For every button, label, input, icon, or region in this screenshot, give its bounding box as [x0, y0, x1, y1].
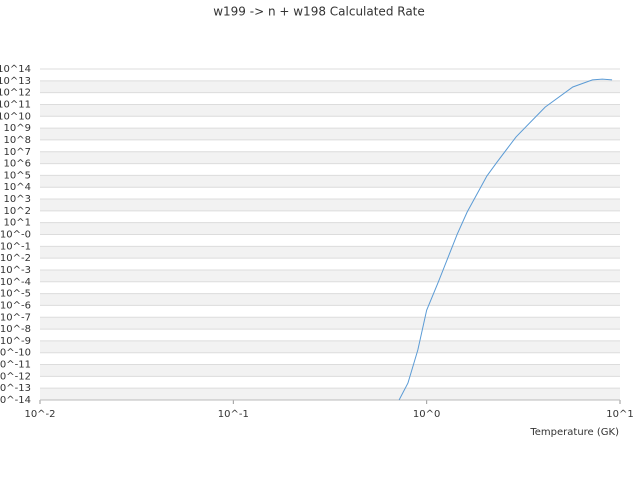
y-tick-label: 10^13 [0, 76, 31, 87]
x-axis-label: Temperature (GK) [529, 427, 619, 438]
y-tick-label: 10^-5 [0, 289, 31, 300]
grid-band [40, 364, 620, 377]
y-tick-label: 10^6 [4, 159, 31, 170]
x-tick-label: 10^1 [606, 409, 633, 420]
y-tick-label: 10^-9 [0, 336, 31, 347]
y-tick-label: 10^-4 [0, 277, 31, 288]
grid-band [40, 128, 620, 140]
y-tick-label: 10^7 [4, 147, 31, 158]
grid-band [40, 80, 620, 93]
x-tick-label: 10^0 [413, 409, 440, 420]
y-tick-label: 10^12 [0, 88, 31, 99]
grid-band [40, 222, 620, 235]
y-tick-label: 10^-10 [0, 348, 31, 359]
grid-band [40, 199, 620, 211]
chart-title: w199 -> n + w198 Calculated Rate [213, 5, 425, 19]
y-tick-label: 10^8 [4, 135, 31, 146]
grid-band [40, 293, 620, 306]
data-line [398, 78, 613, 401]
grid-band [40, 317, 620, 330]
y-tick-label: 10^-3 [0, 265, 31, 276]
y-tick-label: 10^4 [4, 182, 31, 193]
grid-band [40, 269, 620, 282]
grid-band [40, 175, 620, 188]
x-tick-label: 10^-1 [218, 409, 249, 420]
y-tick-label: 10^-12 [0, 371, 31, 382]
y-tick-label: 10^-6 [0, 300, 31, 311]
grid-band [40, 340, 620, 353]
y-tick-label: 10^10 [0, 111, 31, 122]
x-tick-label: 10^-2 [24, 409, 55, 420]
y-tick-label: 10^-11 [0, 360, 31, 371]
y-tick-label: 10^-13 [0, 383, 31, 394]
y-tick-label: 10^-2 [0, 253, 31, 264]
y-tick-label: 10^-14 [0, 395, 31, 406]
y-tick-label: 10^14 [0, 64, 31, 75]
grid-band [40, 388, 620, 400]
y-tick-label: 10^-8 [0, 324, 31, 335]
grid-band [40, 104, 620, 117]
y-tick-label: 10^-7 [0, 312, 31, 323]
y-tick-label: 10^1 [4, 218, 31, 229]
y-tick-label: 10^3 [4, 194, 31, 205]
grid-band [40, 246, 620, 259]
grid-band [40, 151, 620, 164]
y-tick-label: 10^9 [4, 123, 31, 134]
y-tick-label: 10^11 [0, 99, 31, 110]
y-tick-label: 10^-1 [0, 241, 31, 252]
y-tick-label: 10^5 [4, 170, 31, 181]
y-tick-label: 10^2 [4, 206, 31, 217]
y-tick-label: 10^-0 [0, 230, 31, 241]
